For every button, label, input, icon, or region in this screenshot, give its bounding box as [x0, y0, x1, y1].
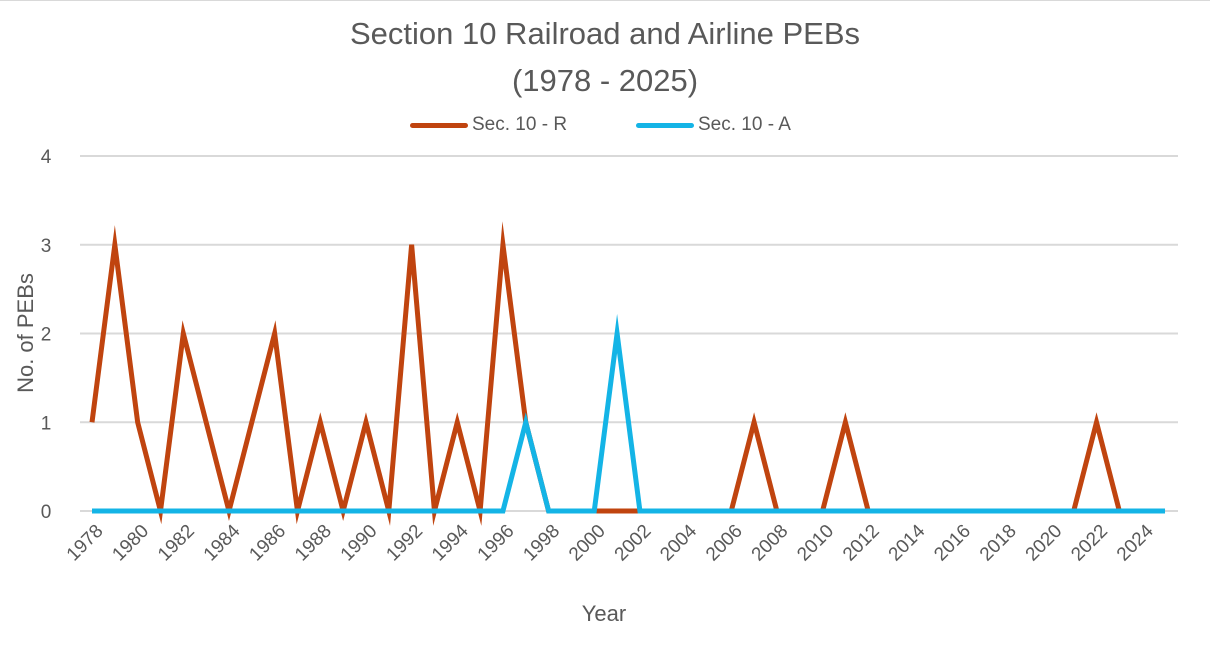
series-lines [89, 221, 1166, 526]
y-tick-label: 2 [41, 325, 52, 346]
x-tick-label: 1998 [519, 521, 564, 566]
y-tick-label: 0 [41, 502, 52, 523]
y-axis-ticks: 0 1 2 3 4 [41, 147, 52, 523]
y-axis-title: No. of PEBs [13, 273, 38, 393]
legend-label-sec10-r: Sec. 10 - R [472, 114, 568, 135]
x-axis-title: Year [582, 601, 626, 626]
x-tick-label: 2012 [839, 521, 884, 566]
x-tick-label: 2008 [748, 521, 793, 566]
chart-title: Section 10 Railroad and Airline PEBs [349, 16, 861, 51]
x-tick-label: 2000 [565, 521, 610, 566]
x-tick-label: 2020 [1022, 521, 1067, 566]
legend-swatch-sec10-r [410, 122, 468, 128]
x-tick-label: 1978 [63, 521, 108, 566]
x-tick-label: 1988 [291, 521, 336, 566]
legend-item-sec10-a: Sec. 10 - A [636, 112, 791, 138]
y-tick-label: 3 [41, 236, 52, 257]
x-tick-label: 2002 [611, 521, 656, 566]
chart-subtitle: (1978 - 2025) [511, 63, 699, 98]
legend-label-sec10-a: Sec. 10 - A [698, 114, 791, 135]
x-tick-label: 2014 [885, 520, 930, 565]
x-axis-ticks: 1978 1980 1982 1984 1986 1988 1990 1992 1994 1996… [63, 520, 1158, 565]
x-tick-label: 1992 [382, 521, 427, 566]
y-tick-label: 4 [41, 147, 52, 168]
x-tick-label: 2018 [976, 521, 1021, 566]
x-tick-label: 2024 [1113, 520, 1158, 565]
x-tick-label: 2016 [930, 521, 975, 566]
legend-item-sec10-r: Sec. 10 - R [410, 112, 567, 138]
x-tick-label: 2022 [1067, 521, 1112, 566]
x-tick-label: 1996 [474, 521, 519, 566]
x-tick-label: 1990 [337, 521, 382, 566]
x-tick-label: 2010 [793, 521, 838, 566]
y-tick-label: 1 [41, 413, 52, 434]
x-tick-label: 1982 [154, 521, 199, 566]
x-tick-label: 1986 [245, 521, 290, 566]
legend-swatch-sec10-a [636, 122, 694, 128]
chart-legend: Sec. 10 - R Sec. 10 - A [0, 112, 1210, 138]
series-line-sec10-a [92, 313, 1166, 514]
series-line-sec10-r [89, 221, 1166, 526]
x-tick-label: 2004 [656, 520, 701, 565]
x-tick-label: 2006 [702, 521, 747, 566]
x-tick-label: 1994 [428, 520, 473, 565]
x-tick-label: 1984 [200, 520, 245, 565]
x-tick-label: 1980 [108, 521, 153, 566]
